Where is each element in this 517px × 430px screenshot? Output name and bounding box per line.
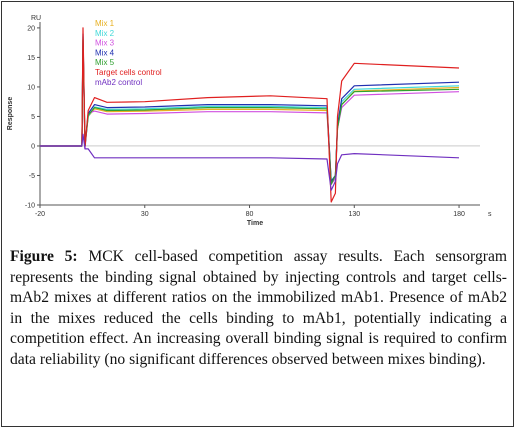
x-tick-label: 30: [141, 211, 149, 218]
x-tick-label: 80: [246, 211, 254, 218]
sensorgram-chart: 20 15 10 5 0 -5 -10-20 30 80 130 180 RU s Time Respons…: [7, 15, 492, 227]
y-axis-label: Response: [7, 97, 14, 131]
series-line-6: [40, 27, 460, 203]
x-tick-label: -20: [35, 211, 45, 218]
y-tick-label: -5: [29, 173, 35, 180]
y-tick-label: 15: [27, 55, 35, 62]
y-tick-label: 20: [27, 25, 35, 32]
y-tick-label: 10: [27, 84, 35, 91]
x-tick-label: 130: [348, 211, 360, 218]
caption-text: MCK cell-based competition assay results…: [10, 248, 508, 368]
legend-entry-4: Mix 4: [95, 48, 115, 57]
y-unit-label: RU: [31, 15, 41, 22]
legend-entry-5: Mix 5: [95, 58, 115, 67]
legend-entry-7: mAb2 control: [95, 78, 142, 87]
x-tick-label: 180: [453, 211, 465, 218]
legend-entry-6: Target cells control: [95, 68, 162, 77]
caption-label: Figure 5:: [10, 248, 78, 265]
legend-entry-1: Mix 1: [95, 19, 115, 28]
x-unit-label: s: [488, 211, 492, 218]
legend-entry-3: Mix 3: [95, 39, 115, 48]
figure-caption: Figure 5: MCK cell-based competition ass…: [10, 247, 507, 370]
y-tick-label: -10: [25, 203, 35, 210]
y-tick-label: 0: [31, 143, 35, 150]
x-axis-label: Time: [247, 220, 263, 227]
legend-entry-2: Mix 2: [95, 29, 115, 38]
series-line-7: [40, 133, 460, 191]
y-tick-label: 5: [31, 114, 35, 121]
